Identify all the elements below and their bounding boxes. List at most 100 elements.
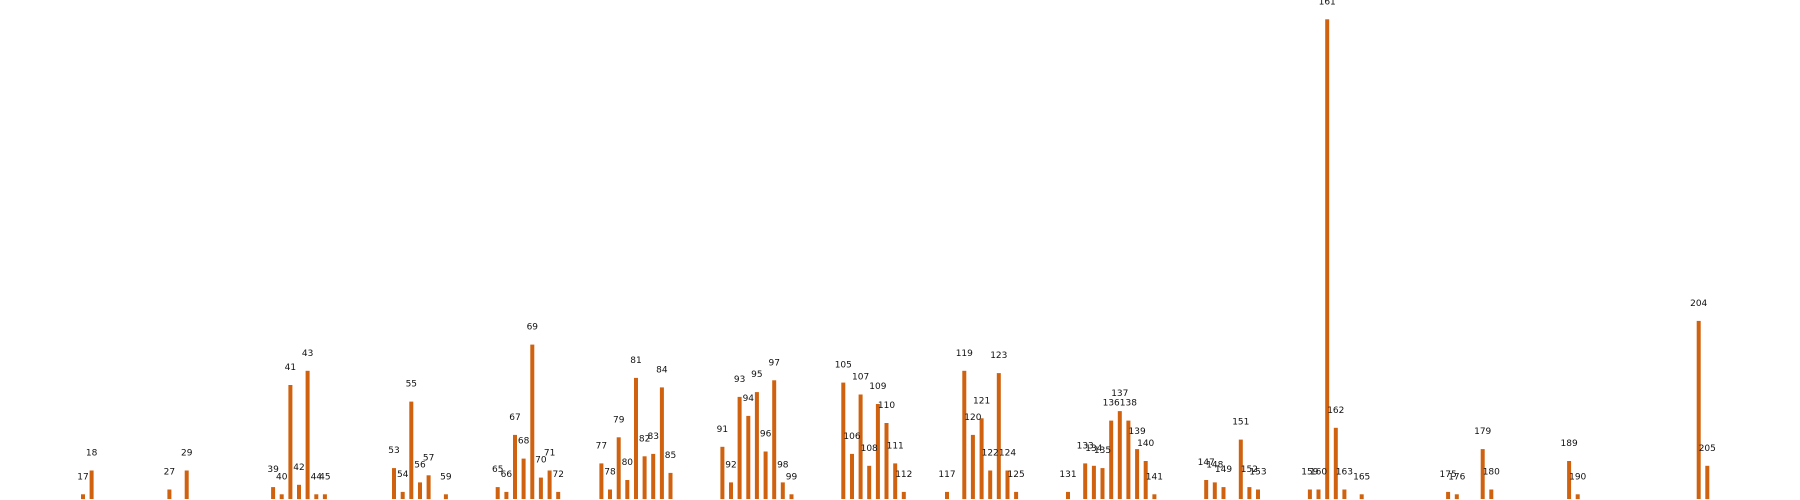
bar-93	[737, 396, 742, 499]
bar-label-80: 80	[622, 458, 634, 468]
bar-label-98: 98	[777, 460, 789, 470]
bar-label-27: 27	[164, 468, 175, 478]
bar-54	[400, 491, 405, 499]
bar-label-95: 95	[751, 370, 762, 380]
bar-82	[642, 456, 647, 500]
bar-97	[772, 380, 777, 500]
bar-162	[1333, 427, 1338, 500]
bar-110	[884, 423, 889, 499]
bar-189	[1567, 461, 1572, 499]
bar-80	[625, 480, 630, 499]
bar-94	[746, 415, 751, 499]
bar-165	[1359, 494, 1364, 500]
bar-label-70: 70	[535, 456, 547, 466]
bar-134	[1091, 465, 1096, 500]
bar-78	[608, 489, 612, 499]
bar-label-205: 205	[1699, 444, 1716, 454]
bar-152	[1247, 487, 1252, 499]
bar-label-54: 54	[397, 470, 409, 480]
bar-label-39: 39	[267, 465, 279, 475]
bar-57	[426, 475, 431, 500]
bar-176	[1454, 494, 1459, 500]
bar-17	[81, 494, 85, 500]
bar-label-66: 66	[501, 470, 513, 480]
bar-label-71: 71	[544, 449, 555, 459]
bar-117	[945, 491, 949, 499]
bar-125	[1014, 491, 1019, 499]
bar-label-163: 163	[1336, 468, 1353, 478]
bar-108	[867, 465, 872, 500]
bar-label-59: 59	[440, 472, 452, 482]
bar-109	[875, 404, 880, 499]
bar-label-67: 67	[509, 413, 520, 423]
bar-39	[271, 487, 276, 499]
bar-120	[970, 434, 975, 499]
bar-label-136: 136	[1103, 399, 1120, 409]
bar-67	[513, 434, 517, 499]
bar-135	[1100, 468, 1105, 499]
bar-59	[443, 494, 448, 500]
bar-99	[789, 494, 794, 500]
bar-79	[616, 437, 621, 500]
bar-45	[322, 494, 327, 500]
bar-label-137: 137	[1111, 389, 1128, 399]
bar-label-43: 43	[302, 349, 313, 359]
bar-98	[780, 482, 785, 499]
bar-122	[988, 470, 993, 499]
bar-29	[184, 470, 189, 499]
bar-label-82: 82	[639, 434, 650, 444]
bar-label-120: 120	[964, 413, 981, 423]
bar-label-57: 57	[423, 453, 434, 463]
bar-92	[729, 482, 733, 499]
bar-label-162: 162	[1327, 406, 1344, 416]
bar-label-84: 84	[656, 365, 668, 375]
bar-83	[651, 453, 656, 499]
bar-label-96: 96	[760, 430, 772, 440]
bar-160	[1316, 489, 1321, 499]
bar-label-165: 165	[1353, 472, 1370, 482]
bar-label-160: 160	[1310, 468, 1327, 478]
bar-label-151: 151	[1232, 418, 1249, 428]
bar-68	[521, 458, 526, 499]
bar-149	[1221, 487, 1226, 499]
bar-179	[1480, 449, 1485, 499]
bar-140	[1143, 461, 1148, 499]
bar-label-110: 110	[878, 401, 895, 411]
bar-106	[850, 453, 854, 499]
bar-label-56: 56	[414, 460, 426, 470]
bar-71	[547, 470, 552, 499]
bar-label-53: 53	[388, 446, 399, 456]
bar-label-77: 77	[596, 441, 607, 451]
bar-label-159: 159	[1301, 468, 1318, 478]
bar-43	[305, 370, 310, 500]
bar-label-133: 133	[1077, 441, 1094, 451]
bar-label-149: 149	[1215, 465, 1232, 475]
bar-label-85: 85	[665, 451, 676, 461]
bar-40	[279, 494, 284, 500]
bar-65	[495, 487, 500, 499]
bar-label-134: 134	[1085, 444, 1102, 454]
bar-163	[1342, 489, 1347, 499]
bar-label-131: 131	[1059, 470, 1076, 480]
bar-133	[1083, 463, 1088, 499]
bar-105	[841, 382, 846, 499]
bar-label-42: 42	[293, 463, 304, 473]
bar-label-161: 161	[1319, 0, 1336, 7]
bar-label-93: 93	[734, 375, 745, 385]
bar-159	[1307, 489, 1312, 499]
bar-138	[1126, 420, 1131, 499]
bar-label-121: 121	[973, 396, 990, 406]
bar-148	[1212, 482, 1217, 499]
bar-175	[1446, 491, 1451, 499]
bar-27	[167, 489, 172, 499]
bar-18	[89, 470, 94, 499]
bar-119	[962, 370, 967, 500]
bar-label-135: 135	[1094, 446, 1111, 456]
bar-112	[901, 491, 906, 499]
bar-label-112: 112	[895, 470, 912, 480]
bar-label-65: 65	[492, 465, 503, 475]
bar-53	[392, 468, 396, 499]
bar-205	[1705, 465, 1710, 500]
